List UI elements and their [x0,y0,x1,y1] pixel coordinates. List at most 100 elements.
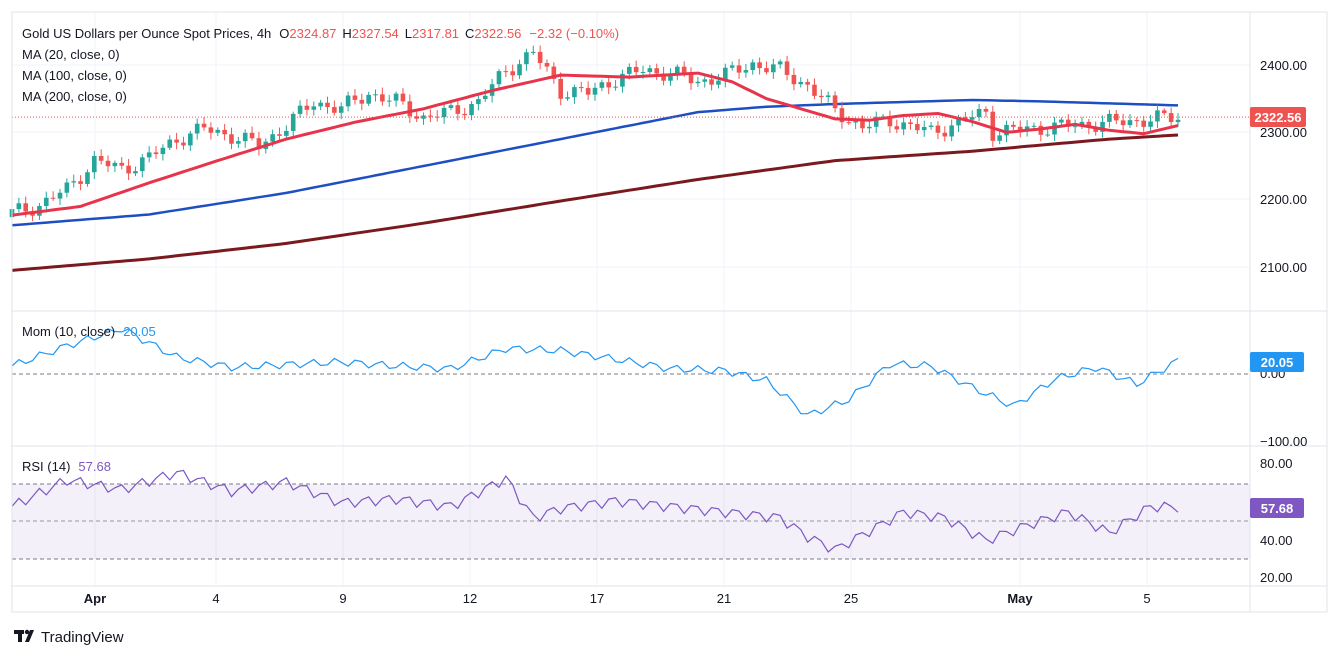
price-axis[interactable]: 2400.002300.002200.002100.000.00−100.008… [1260,58,1307,585]
candle-body[interactable] [23,203,29,212]
candle-body[interactable] [551,66,557,79]
candle-body[interactable] [894,126,900,130]
candle-body[interactable] [153,152,159,155]
ma20-legend[interactable]: MA (20, close, 0) [22,47,120,62]
candle-body[interactable] [256,138,262,149]
candle-body[interactable] [524,52,529,65]
candle-body[interactable] [215,129,221,133]
candle-body[interactable] [393,93,399,101]
candle-body[interactable] [777,61,783,65]
symbol-title[interactable]: Gold US Dollars per Ounce Spot Prices, 4… [22,26,619,41]
candle-body[interactable] [325,102,330,108]
candle-body[interactable] [332,107,337,113]
candle-body[interactable] [126,165,131,174]
candle-body[interactable] [112,162,118,167]
candle-body[interactable] [98,156,104,161]
candle-body[interactable] [860,120,865,129]
candle-body[interactable] [517,64,522,76]
candle-body[interactable] [819,95,824,98]
candle-body[interactable] [565,97,570,99]
candle-body[interactable] [949,125,954,137]
candle-body[interactable] [85,172,90,184]
candle-body[interactable] [359,99,365,104]
time-axis[interactable]: Apr 4 9 12 17 21 25 May 5 [84,591,1151,606]
candle-body[interactable] [764,68,769,73]
candle-body[interactable] [160,147,166,155]
candle-body[interactable] [194,123,200,134]
candle-body[interactable] [476,99,481,104]
candle-body[interactable] [832,95,838,109]
candle-body[interactable] [599,82,605,88]
candle-body[interactable] [668,73,673,81]
candle-body[interactable] [50,197,56,199]
candle-body[interactable] [736,65,742,73]
candle-body[interactable] [1031,125,1037,127]
candle-body[interactable] [201,123,207,128]
candle-body[interactable] [133,171,138,174]
candle-body[interactable] [942,132,948,137]
candle-body[interactable] [771,64,776,73]
candle-body[interactable] [915,124,920,131]
candle-body[interactable] [558,78,564,99]
candle-body[interactable] [1065,119,1071,127]
candle-body[interactable] [92,156,97,173]
candle-body[interactable] [695,81,701,84]
candle-body[interactable] [373,94,378,96]
candle-body[interactable] [592,87,598,95]
candle-body[interactable] [716,80,721,85]
candle-body[interactable] [853,120,858,123]
rsi-legend[interactable]: RSI (14) 57.68 [22,459,111,474]
candle-body[interactable] [462,113,467,116]
candle-body[interactable] [812,84,817,96]
candle-body[interactable] [510,71,515,76]
candle-body[interactable] [1024,126,1030,132]
candle-body[interactable] [284,130,289,136]
candle-body[interactable] [78,181,83,184]
candle-body[interactable] [43,197,49,207]
candle-body[interactable] [578,87,584,89]
candle-body[interactable] [544,62,550,67]
candle-body[interactable] [681,66,687,75]
candle-body[interactable] [311,106,317,110]
candle-body[interactable] [167,139,173,148]
candle-body[interactable] [750,62,756,71]
candle-body[interactable] [16,203,22,210]
candle-body[interactable] [380,94,385,102]
candle-body[interactable] [1155,110,1160,122]
candle-body[interactable] [784,61,790,75]
candle-body[interactable] [188,133,193,146]
candle-body[interactable] [620,73,625,87]
candle-body[interactable] [1107,113,1112,122]
candle-body[interactable] [496,71,502,85]
candle-body[interactable] [1141,120,1147,127]
candle-body[interactable] [1011,124,1016,127]
candle-body[interactable] [140,157,145,172]
candle-body[interactable] [208,127,214,133]
candle-body[interactable] [723,67,728,81]
candle-body[interactable] [174,139,179,143]
candle-body[interactable] [729,65,735,68]
candle-body[interactable] [688,74,694,84]
candle-body[interactable] [119,162,125,166]
candle-body[interactable] [654,68,660,74]
candle-body[interactable] [1161,110,1167,114]
mom-legend[interactable]: Mom (10, close) 20.05 [22,324,156,339]
candle-body[interactable] [222,129,227,135]
candle-body[interactable] [345,95,351,107]
candle-body[interactable] [867,126,872,129]
candle-body[interactable] [613,86,618,88]
candle-body[interactable] [846,122,852,124]
candle-body[interactable] [386,100,392,102]
candle-body[interactable] [71,181,77,183]
candle-body[interactable] [757,62,762,69]
candle-body[interactable] [530,51,536,53]
candle-body[interactable] [469,103,474,116]
candle-body[interactable] [414,116,419,119]
candle-body[interactable] [1086,121,1092,128]
candle-body[interactable] [441,107,447,118]
candle-body[interactable] [633,66,639,73]
candle-body[interactable] [1120,120,1126,126]
candle-body[interactable] [1072,126,1078,128]
